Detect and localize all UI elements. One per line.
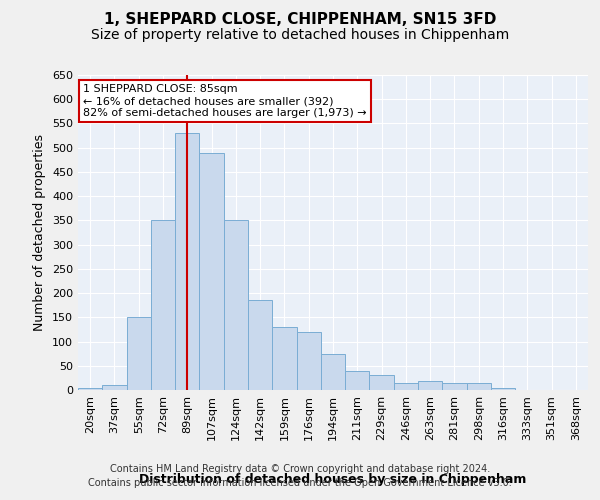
Text: Contains HM Land Registry data © Crown copyright and database right 2024.
Contai: Contains HM Land Registry data © Crown c… — [88, 464, 512, 487]
Bar — [321, 354, 345, 390]
Text: 1, SHEPPARD CLOSE, CHIPPENHAM, SN15 3FD: 1, SHEPPARD CLOSE, CHIPPENHAM, SN15 3FD — [104, 12, 496, 28]
Text: 1 SHEPPARD CLOSE: 85sqm
← 16% of detached houses are smaller (392)
82% of semi-d: 1 SHEPPARD CLOSE: 85sqm ← 16% of detache… — [83, 84, 367, 117]
Bar — [151, 220, 175, 390]
Text: Size of property relative to detached houses in Chippenham: Size of property relative to detached ho… — [91, 28, 509, 42]
Bar — [345, 370, 370, 390]
Bar — [175, 133, 199, 390]
Bar — [296, 332, 321, 390]
Bar — [491, 388, 515, 390]
Bar — [442, 382, 467, 390]
Bar — [127, 318, 151, 390]
Bar — [467, 382, 491, 390]
Bar — [224, 220, 248, 390]
Bar — [272, 327, 296, 390]
Bar — [394, 382, 418, 390]
Y-axis label: Number of detached properties: Number of detached properties — [34, 134, 46, 331]
Text: Distribution of detached houses by size in Chippenham: Distribution of detached houses by size … — [139, 474, 527, 486]
Bar — [199, 152, 224, 390]
Bar — [418, 382, 442, 390]
Bar — [78, 388, 102, 390]
Bar — [248, 300, 272, 390]
Bar — [102, 385, 127, 390]
Bar — [370, 376, 394, 390]
